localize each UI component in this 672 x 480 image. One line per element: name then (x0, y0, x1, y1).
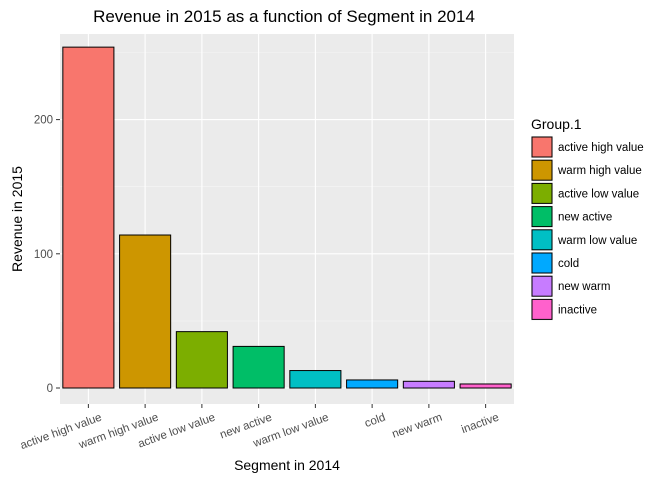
bar-warm-high-value (119, 234, 172, 389)
legend-swatch (531, 182, 553, 204)
legend-swatch (531, 252, 553, 274)
x-tick-label: new warm (391, 412, 444, 441)
legend-label: warm high value (557, 165, 642, 177)
y-tick-label: 200 (34, 115, 53, 127)
legend-title: Group.1 (531, 116, 582, 132)
legend-swatch (531, 136, 553, 158)
bar-new-active (232, 345, 285, 389)
bar-cold (346, 379, 399, 389)
legend-label: inactive (558, 304, 597, 316)
x-axis-title: Segment in 2014 (234, 457, 340, 473)
legend-label: cold (558, 258, 579, 270)
bars-layer (62, 46, 512, 389)
legend-entries: active high value warm high value active l… (531, 136, 644, 321)
legend-label: active low value (558, 188, 639, 200)
legend: Group.1 active high value warm high value… (531, 116, 644, 321)
legend-swatch (531, 206, 553, 228)
y-tick-label: 100 (34, 249, 53, 261)
y-axis-title: Revenue in 2015 (9, 166, 25, 272)
bar-active-low-value (175, 331, 228, 389)
bar-new-warm (402, 380, 455, 389)
legend-swatch (531, 159, 553, 181)
legend-label: new active (558, 212, 612, 224)
legend-swatch (531, 298, 553, 320)
legend-label: active high value (558, 142, 644, 154)
grid-layer (60, 34, 514, 404)
x-tick-label: inactive (460, 412, 501, 437)
legend-swatch (531, 229, 553, 251)
bar-warm-low-value (289, 370, 342, 389)
chart-title: Revenue in 2015 as a function of Segment… (93, 7, 475, 26)
bar-active-high-value (62, 46, 115, 389)
y-axis: 0 100 200 (34, 115, 60, 395)
bar-inactive (459, 383, 512, 389)
legend-label: new warm (558, 281, 610, 293)
y-tick-label: 0 (47, 383, 53, 395)
legend-swatch (531, 275, 553, 297)
x-tick-label: cold (363, 412, 387, 430)
legend-label: warm low value (557, 235, 637, 247)
